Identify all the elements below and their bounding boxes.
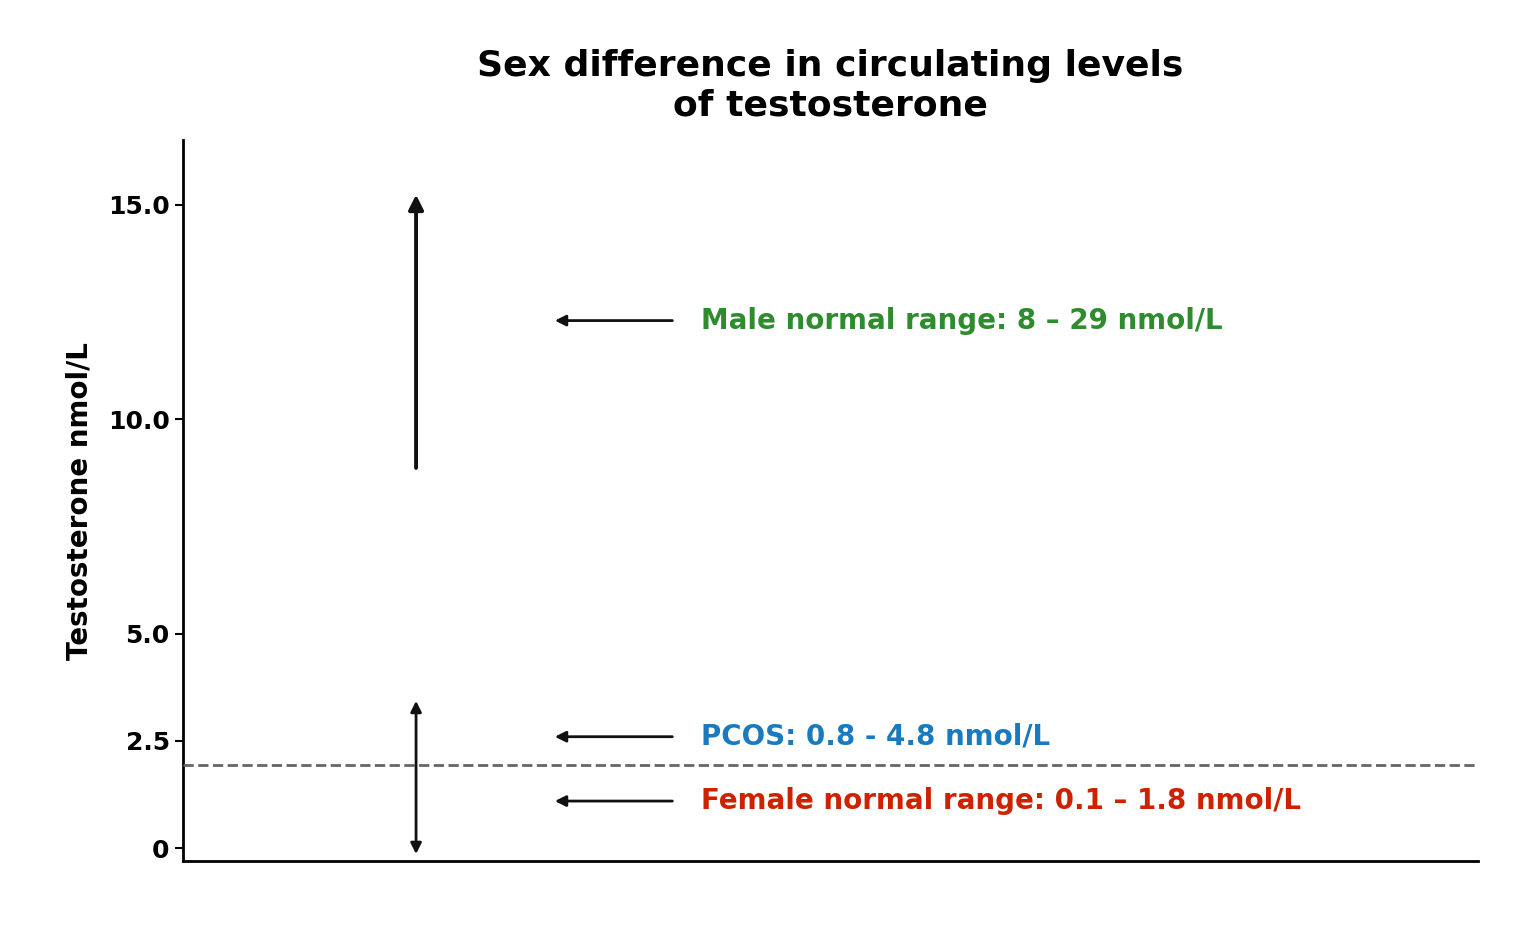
Text: Male normal range: 8 – 29 nmol/L: Male normal range: 8 – 29 nmol/L — [701, 307, 1222, 334]
Y-axis label: Testosterone nmol/L: Testosterone nmol/L — [66, 342, 94, 660]
Text: Female normal range: 0.1 – 1.8 nmol/L: Female normal range: 0.1 – 1.8 nmol/L — [701, 787, 1301, 815]
Text: PCOS: 0.8 - 4.8 nmol/L: PCOS: 0.8 - 4.8 nmol/L — [701, 723, 1050, 751]
Title: Sex difference in circulating levels
of testosterone: Sex difference in circulating levels of … — [477, 49, 1184, 123]
